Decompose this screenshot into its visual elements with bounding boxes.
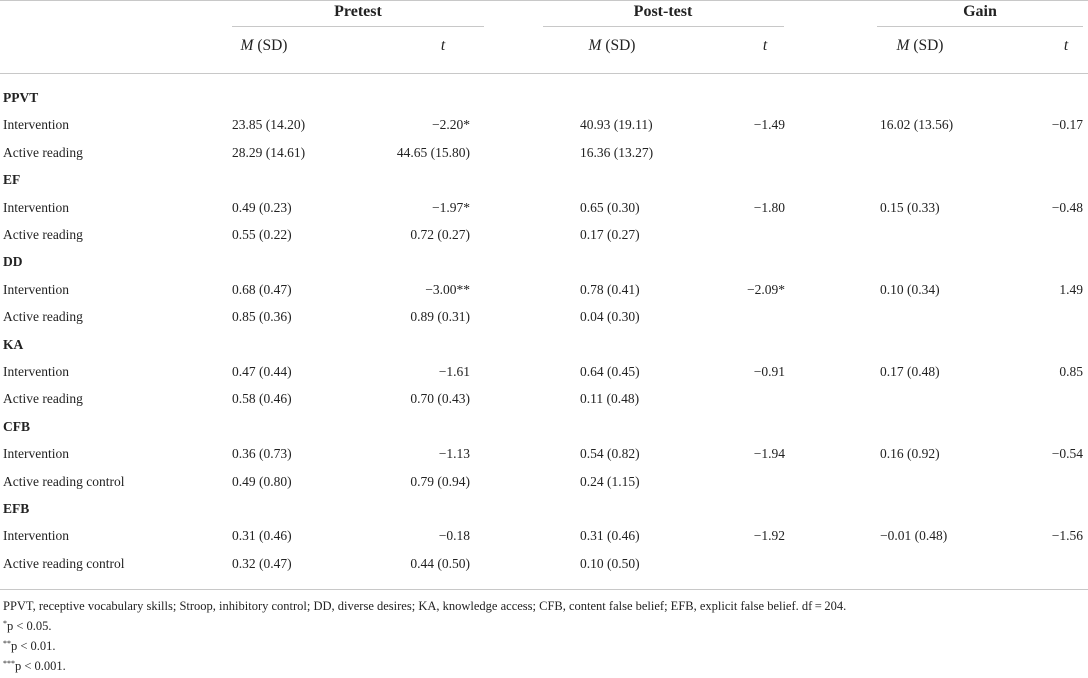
column-header-t: t: [440, 37, 446, 54]
table-cell: 0.31 (0.46): [580, 528, 640, 544]
table-cell: 0.47 (0.44): [232, 364, 292, 379]
row-label: Intervention: [3, 446, 69, 462]
table-cell: 0.04 (0.30): [580, 309, 640, 325]
table-cell: 40.93 (19.11): [580, 117, 653, 133]
row-label: Intervention: [3, 117, 69, 133]
footnote-significance: ***p < 0.001.: [3, 659, 66, 673]
footnote-abbreviations: PPVT, receptive vocabulary skills; Stroo…: [3, 599, 847, 613]
table-cell: 16.02 (13.56): [880, 117, 954, 133]
table-cell: −2.09*: [747, 281, 785, 297]
table-cell: −1.97*: [432, 199, 470, 215]
table-cell: 0.17 (0.27): [580, 227, 640, 242]
table-cell: 0.85: [1059, 364, 1083, 379]
row-label: Intervention: [3, 281, 69, 297]
table-cell: 0.49 (0.23): [232, 199, 292, 215]
table-cell: 0.79 (0.94): [410, 473, 470, 489]
table-cell: 0.78 (0.41): [580, 281, 640, 297]
table-cell: −1.61: [438, 364, 470, 379]
table-cell: 0.10 (0.50): [580, 555, 640, 571]
table-cell: −1.94: [753, 446, 785, 462]
table-cell: 0.32 (0.47): [232, 555, 292, 571]
table-cell: −0.01 (0.48): [880, 528, 948, 544]
row-label: Active reading control: [3, 473, 125, 489]
row-label: Active reading: [3, 227, 83, 242]
table-cell: 0.70 (0.43): [410, 391, 470, 407]
table-cell: 0.68 (0.47): [232, 281, 292, 297]
table-cell: 0.11 (0.48): [580, 391, 640, 407]
top-rule: [0, 0, 1088, 1]
row-label: Active reading control: [3, 555, 125, 571]
table-cell: −0.17: [1051, 117, 1083, 133]
table-cell: 0.89 (0.31): [410, 309, 470, 325]
bottom-rule: [0, 589, 1088, 590]
table-cell: −0.91: [753, 364, 785, 379]
section-label: KA: [3, 336, 24, 352]
table-cell: −0.54: [1051, 446, 1083, 462]
table-cell: −0.48: [1051, 199, 1083, 215]
group-rule-gain: [877, 26, 1083, 27]
table-cell: 0.15 (0.33): [880, 199, 940, 215]
table-cell: 16.36 (13.27): [580, 144, 654, 160]
table-cell: 23.85 (14.20): [232, 117, 306, 133]
table-cell: 0.58 (0.46): [232, 391, 292, 407]
group-rule-pretest: [232, 26, 484, 27]
section-label: EFB: [3, 501, 30, 516]
column-header-mean-sd: M (SD): [896, 37, 944, 54]
header-rule: [0, 73, 1088, 74]
table-cell: −2.20*: [432, 117, 470, 133]
table-cell: 0.44 (0.50): [410, 555, 470, 571]
column-group-header: Gain: [963, 3, 997, 20]
table-cell: −1.13: [438, 446, 470, 462]
table-cell: 0.31 (0.46): [232, 528, 292, 544]
column-header-t: t: [1063, 37, 1069, 54]
table-cell: 28.29 (14.61): [232, 144, 306, 160]
row-label: Intervention: [3, 528, 69, 544]
row-label: Intervention: [3, 364, 69, 379]
table-cell: 0.49 (0.80): [232, 473, 292, 489]
column-group-header: Post-test: [633, 3, 693, 20]
section-label: EF: [3, 172, 21, 188]
column-group-header: Pretest: [334, 3, 382, 20]
table-cell: −1.56: [1051, 528, 1083, 544]
table-cell: 44.65 (15.80): [396, 144, 470, 160]
table-cell: −3.00**: [425, 281, 470, 297]
group-rule-posttest: [543, 26, 784, 27]
row-label: Active reading: [3, 391, 83, 407]
column-header-t: t: [762, 37, 768, 54]
table-cell: 0.54 (0.82): [580, 446, 640, 462]
row-label: Intervention: [3, 199, 69, 215]
row-label: Active reading: [3, 144, 83, 160]
table-cell: 0.10 (0.34): [880, 281, 940, 297]
table-cell: 0.24 (1.15): [580, 473, 640, 489]
footnote-significance: **p < 0.01.: [3, 639, 56, 653]
table-cell: −1.49: [753, 117, 785, 133]
table-cell: 0.55 (0.22): [232, 227, 292, 242]
footnote-significance: *p < 0.05.: [3, 619, 52, 633]
table-cell: 0.17 (0.48): [880, 364, 940, 379]
table-cell: −0.18: [438, 528, 470, 544]
table-cell: 0.64 (0.45): [580, 364, 640, 379]
section-label: DD: [3, 254, 23, 270]
table-cell: 0.72 (0.27): [410, 227, 470, 242]
section-label: PPVT: [3, 90, 39, 105]
column-header-mean-sd: M (SD): [240, 37, 288, 54]
column-header-mean-sd: M (SD): [588, 37, 636, 54]
table-cell: 0.36 (0.73): [232, 446, 292, 462]
table-cell: 0.16 (0.92): [880, 446, 940, 462]
table-cell: −1.92: [753, 528, 785, 544]
table-cell: 0.85 (0.36): [232, 309, 292, 325]
table-cell: 0.65 (0.30): [580, 199, 640, 215]
table-cell: 1.49: [1059, 281, 1083, 297]
section-label: CFB: [3, 418, 30, 434]
table-cell: −1.80: [753, 199, 785, 215]
row-label: Active reading: [3, 309, 83, 325]
